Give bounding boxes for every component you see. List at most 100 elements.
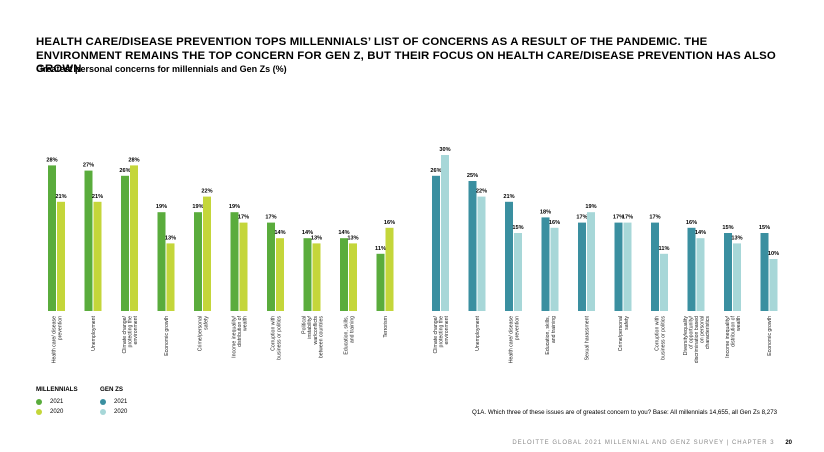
genz-bar-2020 bbox=[733, 243, 741, 311]
genz-bar-2020 bbox=[587, 212, 595, 311]
millennials-category-label: Income inequality/distribution ofwealth bbox=[231, 315, 248, 357]
genz-value-label: 15% bbox=[759, 225, 770, 231]
millennials-bar-2021 bbox=[340, 238, 348, 311]
millennials-value-label: 16% bbox=[384, 220, 395, 226]
genz-bar-2020 bbox=[660, 253, 668, 311]
millennials-value-label: 13% bbox=[165, 235, 176, 241]
millennials-value-label: 28% bbox=[128, 157, 139, 163]
genz-value-label: 25% bbox=[467, 173, 478, 179]
genz-bar-2021 bbox=[432, 175, 440, 311]
genz-bar-2021 bbox=[724, 233, 732, 311]
legend-genz-2021: 2021 bbox=[100, 397, 127, 407]
millennials-category-label: Health care/ diseaseprevention bbox=[52, 316, 64, 363]
legend-dot-icon bbox=[100, 399, 106, 405]
millennials-value-label: 26% bbox=[119, 168, 130, 174]
millennials-value-label: 21% bbox=[92, 194, 103, 200]
millennials-bar-2020 bbox=[130, 165, 138, 311]
genz-category-label: Unemployment bbox=[475, 315, 481, 350]
millennials-bar-2020 bbox=[57, 201, 65, 311]
genz-value-label: 30% bbox=[439, 147, 450, 153]
genz-bar-2020 bbox=[441, 155, 449, 311]
page-number: 20 bbox=[785, 440, 792, 446]
genz-category-label: Economic growth bbox=[767, 316, 773, 356]
millennials-bar-2020 bbox=[203, 196, 211, 311]
genz-category-label: Income inequality/distribution ofwealth bbox=[725, 315, 742, 357]
millennials-bar-2021 bbox=[194, 212, 202, 311]
millennials-value-label: 22% bbox=[201, 189, 212, 195]
genz-value-label: 16% bbox=[686, 220, 697, 226]
millennials-value-label: 14% bbox=[338, 230, 349, 236]
footer-text: DELOITTE GLOBAL 2021 MILLENNIAL AND GENZ… bbox=[512, 440, 775, 446]
genz-category-label: Sexual harassment bbox=[585, 315, 591, 360]
millennials-value-label: 17% bbox=[238, 215, 249, 221]
millennials-value-label: 13% bbox=[347, 235, 358, 241]
millennials-bar-2021 bbox=[230, 212, 239, 311]
legend-genz-2020: 2020 bbox=[100, 407, 127, 417]
genz-category-label: Education, skills,and training bbox=[545, 316, 557, 355]
legend-millennials-title: MILLENNIALS bbox=[36, 386, 78, 393]
genz-value-label: 26% bbox=[430, 168, 441, 174]
chart-subtitle: Greatest personal concerns for millennia… bbox=[36, 64, 287, 74]
millennials-value-label: 11% bbox=[375, 246, 386, 252]
genz-value-label: 18% bbox=[540, 209, 551, 215]
survey-note: Q1A. Which three of these issues are of … bbox=[472, 409, 778, 416]
millennials-bar-2021 bbox=[48, 165, 56, 311]
genz-category-label: Crime/personalsafety bbox=[618, 316, 630, 352]
genz-bar-2021 bbox=[651, 222, 659, 311]
legend-millennials: MILLENNIALS 2021 2020 bbox=[36, 386, 78, 417]
legend-label: 2020 bbox=[114, 409, 128, 415]
legend-millennials-2020: 2020 bbox=[36, 407, 78, 417]
genz-category-label: Diversity/equalityof opportunity/discrim… bbox=[683, 315, 711, 363]
millennials-bar-2021 bbox=[376, 253, 385, 311]
genz-bar-2021 bbox=[468, 181, 477, 311]
millennials-bar-2020 bbox=[276, 238, 284, 311]
millennials-value-label: 14% bbox=[302, 230, 313, 236]
genz-value-label: 21% bbox=[503, 194, 514, 200]
genz-bar-2020 bbox=[769, 259, 778, 311]
legend-dot-icon bbox=[36, 399, 42, 405]
legend-dot-icon bbox=[36, 409, 42, 415]
millennials-bar-2020 bbox=[166, 243, 175, 311]
millennials-value-label: 21% bbox=[55, 194, 66, 200]
millennials-bar-2020 bbox=[385, 227, 394, 311]
legend-millennials-2021: 2021 bbox=[36, 397, 78, 407]
genz-bar-2020 bbox=[550, 227, 559, 311]
millennials-bar-2020 bbox=[239, 222, 248, 311]
legend-genz-title: GEN ZS bbox=[100, 386, 124, 393]
genz-value-label: 19% bbox=[585, 204, 596, 210]
genz-value-label: 17% bbox=[649, 215, 660, 221]
millennials-value-label: 27% bbox=[83, 163, 94, 169]
genz-value-label: 13% bbox=[731, 235, 742, 241]
millennials-bar-2021 bbox=[267, 222, 275, 311]
genz-bar-2020 bbox=[477, 196, 486, 311]
legend-label: 2021 bbox=[50, 399, 64, 405]
legend-label: 2020 bbox=[50, 409, 64, 415]
millennials-category-label: Corruption withbusiness or politics bbox=[271, 316, 283, 360]
millennials-value-label: 19% bbox=[229, 204, 240, 210]
millennials-bar-2021 bbox=[84, 170, 93, 311]
millennials-value-label: 19% bbox=[192, 204, 203, 210]
legend-label: 2021 bbox=[114, 399, 128, 405]
millennials-category-label: Unemployment bbox=[91, 315, 97, 350]
millennials-category-label: Terrorism bbox=[383, 316, 389, 338]
genz-bar-2021 bbox=[505, 201, 513, 311]
genz-value-label: 22% bbox=[476, 189, 487, 195]
genz-bar-2020 bbox=[514, 233, 522, 311]
genz-bar-2021 bbox=[687, 227, 696, 311]
millennials-category-label: Crime/personalsafety bbox=[198, 316, 210, 352]
legend-dot-icon bbox=[100, 409, 106, 415]
genz-bar-2020 bbox=[623, 222, 632, 311]
millennials-bar-2021 bbox=[303, 238, 312, 311]
millennials-category-label: Economic growth bbox=[164, 316, 170, 356]
genz-bar-2021 bbox=[614, 222, 623, 311]
legend-genz: GEN ZS 2021 2020 bbox=[100, 386, 127, 417]
genz-category-label: Corruption withbusiness or politics bbox=[655, 316, 667, 360]
millennials-value-label: 13% bbox=[311, 235, 322, 241]
millennials-bar-2020 bbox=[93, 201, 102, 311]
chart-headline: HEALTH CARE/DISEASE PREVENTION TOPS MILL… bbox=[36, 36, 776, 75]
genz-bar-2021 bbox=[578, 222, 586, 311]
millennials-category-label: Education, skills,and training bbox=[344, 316, 356, 355]
genz-category-label: Climate change/protecting theenvironment bbox=[433, 315, 450, 353]
genz-value-label: 15% bbox=[512, 225, 523, 231]
